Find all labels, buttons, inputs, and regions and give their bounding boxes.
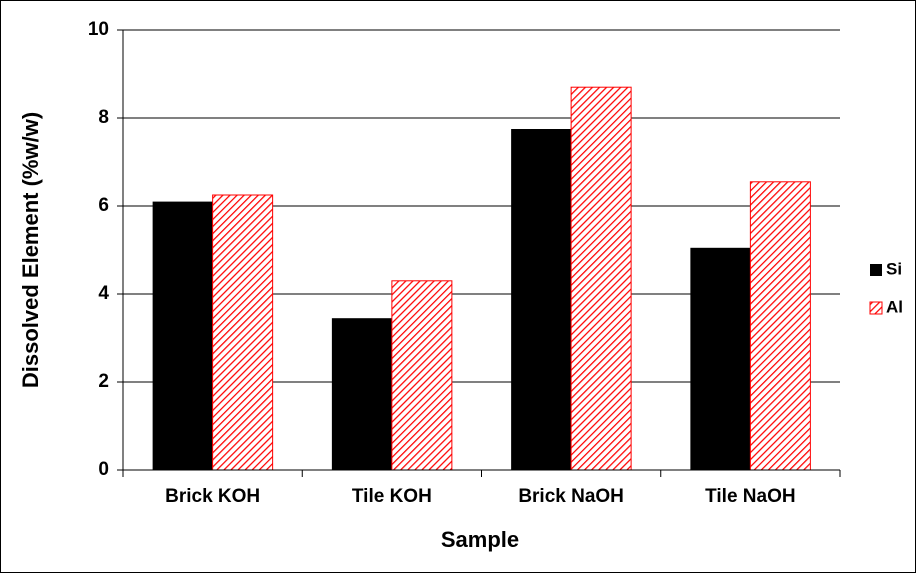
bar [511,129,572,470]
x-tick-label: Brick KOH [165,486,260,507]
x-axis-title: Sample [441,527,519,552]
x-tick-label: Brick NaOH [518,486,624,507]
x-tick-label: Tile KOH [352,486,432,507]
y-tick-label: 10 [88,19,109,40]
x-tick-label: Tile NaOH [705,486,795,507]
y-tick-label: 2 [98,371,109,392]
y-tick-label: 8 [98,107,109,128]
legend-label: Al [886,297,903,316]
legend-key [870,264,882,276]
bar [570,86,632,471]
bar [212,194,274,471]
legend-key [869,301,883,315]
bar [391,280,453,471]
y-tick-label: 4 [98,283,109,304]
legend-label: Si [886,259,902,278]
bar [749,181,811,471]
bar [331,318,392,470]
y-tick-label: 0 [98,459,109,480]
y-axis-title: Dissolved Element (%w/w) [18,112,43,388]
bar [690,247,751,470]
bar [152,201,213,470]
y-tick-label: 6 [98,195,109,216]
